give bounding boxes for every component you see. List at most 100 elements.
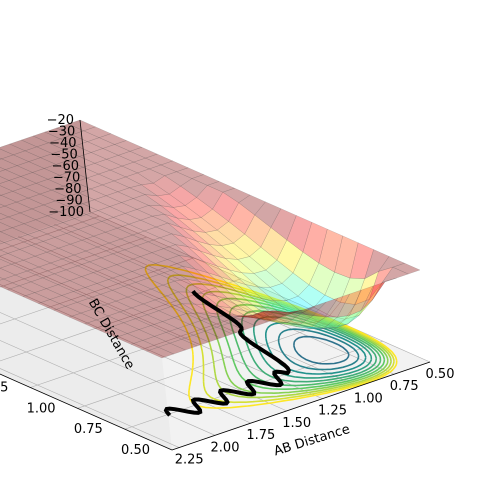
z-tick-label: −20	[47, 113, 74, 128]
surface-patch	[148, 164, 178, 176]
surface-patch	[128, 184, 158, 197]
surface-patch	[180, 178, 208, 198]
surface-patch	[234, 314, 263, 319]
surface-patch	[11, 259, 40, 272]
surface-patch	[175, 167, 205, 179]
surface-patch	[151, 248, 180, 260]
surface-patch	[191, 174, 220, 186]
x-axis-line	[171, 361, 431, 451]
surface-patch	[187, 246, 217, 267]
surface-patch	[64, 302, 94, 314]
surface-patch	[154, 295, 183, 307]
surface-patch	[0, 203, 6, 208]
surface-patch	[104, 227, 134, 240]
surface-patch	[128, 219, 157, 232]
surface-patch	[96, 279, 125, 291]
surface-patch	[169, 338, 198, 351]
surface-patch	[0, 205, 21, 218]
contour-line	[166, 274, 395, 404]
surface-patch	[12, 150, 42, 162]
surface-patch	[73, 250, 102, 263]
surface-patch	[24, 146, 53, 158]
surface-patch	[45, 284, 75, 296]
surface-patch	[237, 256, 267, 274]
surface-patch	[1, 154, 30, 166]
surface-patch	[115, 333, 144, 345]
x-tick-label: 1.50	[282, 416, 311, 431]
surface-patch	[159, 233, 189, 247]
surface-patch	[37, 299, 67, 311]
surface-patch	[217, 221, 245, 244]
back-wall-pane	[0, 120, 90, 243]
surface-patch	[132, 194, 162, 206]
surface-patch	[192, 330, 222, 343]
surface-patch	[54, 196, 84, 208]
surface-patch	[157, 342, 187, 355]
surface-patch	[77, 261, 106, 273]
surface-patch	[108, 238, 138, 251]
surface-patch	[215, 295, 245, 311]
surface-patch	[20, 135, 50, 148]
grid-line	[0, 340, 216, 436]
surface-patch	[86, 137, 116, 149]
y-axis-line	[0, 373, 173, 451]
surface-patch	[11, 223, 41, 235]
surface-patch	[139, 288, 168, 301]
surface-patch	[146, 310, 175, 322]
surface-patch	[127, 292, 156, 305]
surface-patch	[93, 195, 123, 207]
surface-patch	[133, 157, 162, 170]
surface-patch	[186, 278, 217, 297]
surface-patch	[76, 298, 106, 310]
surface-patch	[249, 310, 277, 319]
surface-patch	[329, 302, 356, 320]
surface-patch	[72, 287, 102, 299]
surface-patch	[69, 276, 98, 288]
surface-patch	[136, 205, 166, 217]
surface-patch	[189, 320, 218, 332]
surface-patch	[101, 180, 131, 192]
surface-patch	[227, 298, 257, 314]
surface-patch	[285, 295, 315, 313]
surface-patch	[100, 290, 129, 302]
surface-patch	[88, 294, 117, 306]
surface-patch	[268, 316, 297, 327]
y-tick-label: 0.75	[74, 422, 103, 437]
surface-patch	[167, 222, 197, 242]
x-tick-label: 2.00	[211, 440, 240, 455]
contour-lines	[144, 264, 398, 409]
surface-patch	[55, 123, 85, 136]
surface-patch	[23, 219, 52, 231]
surface-patch	[67, 119, 97, 132]
surface-patch	[275, 309, 303, 315]
surface-patch	[164, 214, 194, 232]
surface-patch	[344, 298, 370, 320]
surface-patch	[241, 272, 271, 288]
surface-patch	[65, 265, 94, 277]
surface-patch	[252, 305, 282, 320]
surface-patch	[0, 169, 22, 181]
contour-line	[215, 297, 386, 390]
surface-patch	[28, 157, 57, 169]
surface-patch	[30, 277, 59, 289]
surface-patch	[80, 308, 109, 321]
surface-patch	[34, 251, 63, 264]
surface-patch	[109, 202, 138, 214]
surface-patch	[324, 293, 351, 318]
surface-patch	[32, 131, 61, 144]
surface-patch	[301, 307, 331, 322]
surface-patch	[131, 267, 160, 279]
surface-patch	[111, 322, 140, 334]
surface-patch	[153, 175, 181, 195]
surface-patch	[39, 189, 68, 202]
surface-patch	[47, 138, 77, 150]
surface-patch	[178, 255, 208, 273]
surface-patch	[124, 245, 153, 257]
surface-patch	[109, 165, 139, 178]
surface-patch	[142, 299, 172, 311]
surface-patch	[181, 303, 212, 314]
surface-patch	[0, 227, 29, 239]
surface-patch	[144, 153, 174, 166]
